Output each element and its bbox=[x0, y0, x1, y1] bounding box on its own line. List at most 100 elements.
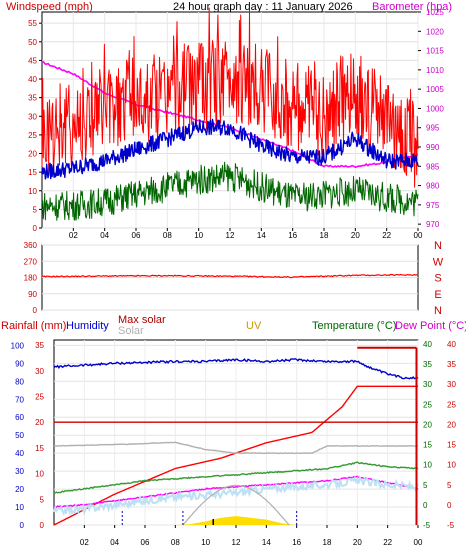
compass-label: N bbox=[434, 240, 442, 252]
compass-label: N bbox=[434, 305, 442, 317]
direction-tick-label: 0 bbox=[33, 306, 38, 315]
direction-tick-label: 180 bbox=[24, 274, 38, 283]
temperature-axis-title: Temperature (°C) bbox=[312, 320, 396, 332]
direction-tick-label: 360 bbox=[24, 241, 38, 250]
rain-tick-label: 0 bbox=[40, 521, 45, 530]
temperature-tick-label: 40 bbox=[423, 340, 432, 349]
left-axis-label-wind: Windspeed (mph) bbox=[6, 1, 93, 13]
humidity-tick-label: 80 bbox=[15, 377, 24, 386]
humidity-axis-ticks: 0 10 20 30 40 50 60 70 80 90 100 bbox=[11, 341, 25, 530]
left-axis-ticks-direction: 0 90 180 270 360 bbox=[24, 241, 38, 315]
right-tick-label: 975 bbox=[426, 201, 440, 210]
left-axis-ticks-wind: 0 5 10 15 20 25 30 35 40 45 50 55 bbox=[28, 19, 42, 233]
right-tick-label: 995 bbox=[426, 124, 440, 133]
right-tick-label: 1015 bbox=[426, 47, 444, 56]
left-tick-label: 10 bbox=[28, 187, 37, 196]
dew-point-axis-title: Dew Point (°C) bbox=[395, 320, 466, 332]
x-tick-label: 10 bbox=[201, 538, 210, 547]
left-tick-label: 35 bbox=[28, 94, 37, 103]
right-axis-label-barometer: Barometer (hpa) bbox=[372, 1, 452, 13]
rain-tick-label: 5 bbox=[40, 495, 45, 504]
right-tick-label: 1010 bbox=[426, 66, 444, 75]
temperature-tick-label: 30 bbox=[423, 380, 432, 389]
x-tick-label: 14 bbox=[262, 538, 271, 547]
left-tick-label: 50 bbox=[28, 38, 37, 47]
right-tick-label: 1025 bbox=[426, 8, 444, 17]
x-axis-ticks-wind: 02 04 06 08 10 12 14 16 18 20 22 00 bbox=[69, 228, 423, 240]
series-wind bbox=[41, 7, 419, 221]
right-axis-ticks-barometer: 970 975 980 985 990 995 1000 1005 1010 1015 1020 10… bbox=[418, 8, 444, 229]
x-tick-label: 14 bbox=[257, 231, 266, 240]
temperature-tick-label: 15 bbox=[423, 441, 432, 450]
x-tick-label: 12 bbox=[226, 231, 235, 240]
series-direction bbox=[41, 273, 418, 279]
x-tick-label: 06 bbox=[132, 231, 141, 240]
dew-point-axis-ticks: -5 0 5 10 15 20 25 30 35 40 bbox=[447, 340, 456, 530]
rainfall-axis-title: Rainfall (mm) bbox=[1, 320, 66, 332]
right-tick-label: 980 bbox=[426, 182, 440, 191]
rain-axis-ticks: 0 5 10 15 20 25 30 35 bbox=[35, 341, 44, 530]
x-tick-label: 04 bbox=[100, 231, 109, 240]
x-tick-label: 16 bbox=[288, 231, 297, 240]
x-tick-label: 18 bbox=[323, 538, 332, 547]
temperature-tick-label: -5 bbox=[423, 521, 431, 530]
series-solar bbox=[53, 474, 419, 517]
x-tick-label: 18 bbox=[320, 231, 329, 240]
series-temperature bbox=[53, 461, 419, 494]
dew-point-tick-label: 5 bbox=[447, 481, 452, 490]
compass-label: S bbox=[434, 273, 441, 285]
left-tick-label: 15 bbox=[28, 168, 37, 177]
x-tick-label: 20 bbox=[353, 538, 362, 547]
series-wind-speed bbox=[41, 161, 419, 221]
series-max-solar bbox=[53, 441, 419, 455]
compass-label: E bbox=[434, 289, 441, 301]
right-tick-label: 1000 bbox=[426, 104, 444, 113]
series-wind-direction bbox=[41, 273, 418, 279]
rain-tick-label: 35 bbox=[35, 341, 44, 350]
left-tick-label: 40 bbox=[28, 75, 37, 84]
series-humidity bbox=[53, 358, 419, 380]
left-tick-label: 20 bbox=[28, 150, 37, 159]
left-tick-label: 25 bbox=[28, 131, 37, 140]
left-tick-label: 5 bbox=[33, 205, 38, 214]
x-tick-label: 20 bbox=[351, 231, 360, 240]
rain-tick-label: 10 bbox=[35, 470, 44, 479]
humidity-tick-label: 100 bbox=[11, 341, 25, 350]
dew-point-tick-label: 40 bbox=[447, 340, 456, 349]
dew-point-tick-label: 35 bbox=[447, 360, 456, 369]
rain-tick-label: 25 bbox=[35, 393, 44, 402]
x-tick-label: 10 bbox=[194, 231, 203, 240]
direction-tick-label: 90 bbox=[28, 290, 37, 299]
series-gust bbox=[41, 7, 419, 188]
compass-label: W bbox=[433, 256, 444, 268]
series-temp bbox=[53, 346, 419, 526]
dew-point-tick-label: -5 bbox=[447, 521, 455, 530]
direction-tick-label: 270 bbox=[24, 257, 38, 266]
temperature-axis-ticks: -5 0 5 10 15 20 25 30 35 40 bbox=[423, 340, 432, 530]
temperature-tick-label: 0 bbox=[423, 501, 428, 510]
temperature-tick-label: 35 bbox=[423, 360, 432, 369]
right-tick-label: 985 bbox=[426, 162, 440, 171]
rain-tick-label: 15 bbox=[35, 444, 44, 453]
uv-title: UV bbox=[246, 320, 262, 332]
x-tick-label: 00 bbox=[414, 231, 423, 240]
right-tick-label: 1005 bbox=[426, 85, 444, 94]
max-solar-title: Max solar bbox=[118, 314, 166, 326]
right-tick-label: 990 bbox=[426, 143, 440, 152]
dew-point-tick-label: 15 bbox=[447, 441, 456, 450]
humidity-tick-label: 50 bbox=[15, 431, 24, 440]
x-tick-label: 00 bbox=[414, 538, 423, 547]
x-tick-label: 02 bbox=[80, 538, 89, 547]
x-tick-label: 08 bbox=[163, 231, 172, 240]
humidity-tick-label: 30 bbox=[15, 467, 24, 476]
x-tick-label: 12 bbox=[232, 538, 241, 547]
rain-tick-label: 30 bbox=[35, 367, 44, 376]
left-tick-label: 30 bbox=[28, 112, 37, 121]
rain-tick-label: 20 bbox=[35, 418, 44, 427]
dew-point-tick-label: 0 bbox=[447, 501, 452, 510]
series-average bbox=[41, 118, 419, 180]
